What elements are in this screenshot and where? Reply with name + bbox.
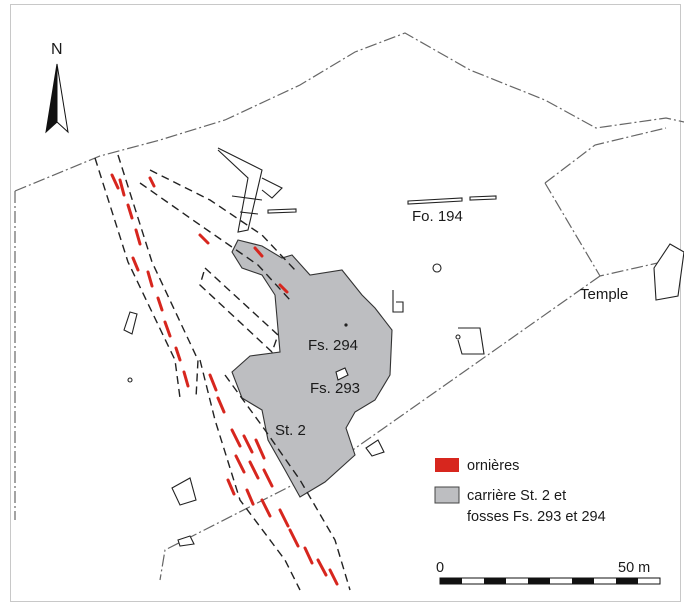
- label-fs294: Fs. 294: [308, 337, 358, 354]
- track-north-1: [139, 182, 291, 301]
- pit-fs294: [344, 323, 348, 327]
- track-south-2: [224, 374, 351, 591]
- feature-post-2: [455, 334, 461, 340]
- map-frame: [10, 4, 681, 602]
- legend-label-carriere-1: carrière St. 2 et: [467, 488, 566, 504]
- scale-bar: 0 50 m: [436, 560, 661, 585]
- north-label: N: [51, 41, 63, 58]
- feature-temple: [653, 243, 684, 301]
- feature-south-oval: [177, 535, 195, 547]
- excavation-boundary-east: [159, 127, 667, 581]
- feature-small-post: [127, 377, 133, 383]
- feature-fo194-wall-2: [469, 195, 497, 201]
- track-west-2: [117, 154, 199, 399]
- feature-post-1: [432, 263, 442, 273]
- feature-west-pit: [123, 311, 138, 335]
- legend-label-carriere-2: fosses Fs. 293 et 294: [467, 509, 606, 525]
- track-west-1: [94, 157, 181, 399]
- feature-b: [392, 290, 404, 313]
- label-temple: Temple: [580, 286, 628, 303]
- excavation-boundary: [14, 32, 684, 192]
- label-fo194: Fo. 194: [412, 208, 463, 225]
- feature-u: [457, 327, 485, 355]
- legend-label-ornieres: ornières: [467, 458, 519, 474]
- pit-fs293: [335, 367, 349, 381]
- feature-north-line: [267, 208, 297, 214]
- label-st2: St. 2: [275, 422, 306, 439]
- track-north-2: [149, 169, 296, 271]
- ruts-group: [110, 173, 339, 586]
- north-arrow-icon: N: [45, 41, 69, 134]
- quarry-st2: [231, 239, 393, 498]
- legend: ornières carrière St. 2 et fosses Fs. 29…: [434, 458, 606, 525]
- feature-fo194-wall: [407, 197, 463, 205]
- feature-south-pit: [171, 477, 197, 506]
- scale-start-label: 0: [436, 560, 444, 576]
- track-diagonal: [199, 266, 279, 354]
- scale-end-label: 50 m: [618, 560, 650, 576]
- legend-swatch-ornieres: [435, 458, 459, 472]
- legend-swatch-carriere: [434, 486, 460, 504]
- feature-north-complex: [217, 147, 283, 233]
- label-fs293: Fs. 293: [310, 380, 360, 397]
- feature-cut: [365, 439, 385, 457]
- track-south-1: [199, 359, 301, 591]
